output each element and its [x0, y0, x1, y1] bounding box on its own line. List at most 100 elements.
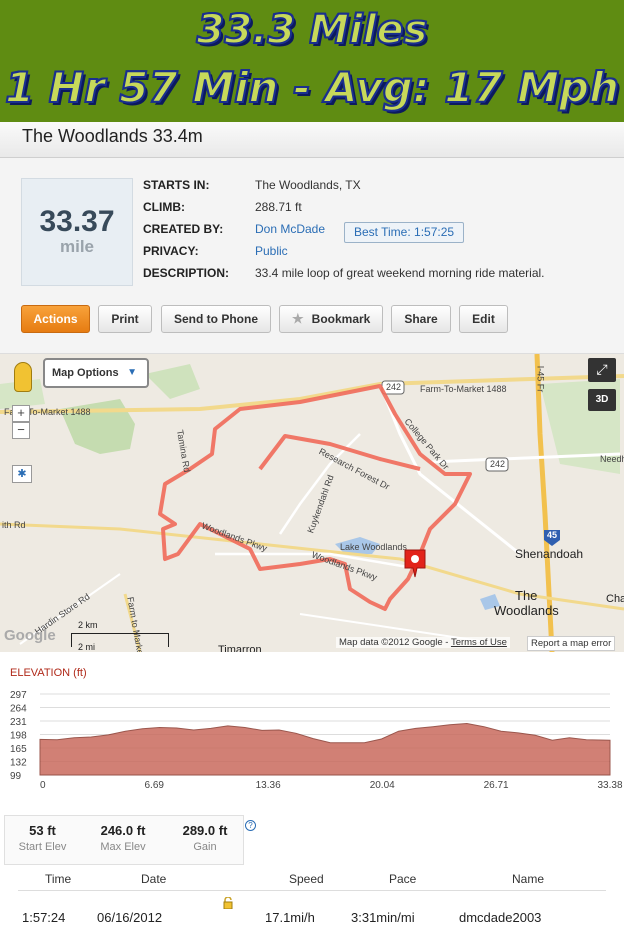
start-elev-value: 53 ft	[29, 823, 56, 838]
row-speed: 17.1mi/h	[265, 910, 315, 925]
row-time: 1:57:24	[22, 910, 66, 925]
interstate-45	[534, 354, 555, 652]
lake	[335, 537, 380, 554]
bookmark-button[interactable]: ★ Bookmark	[279, 305, 383, 333]
privacy-value[interactable]: Public	[255, 244, 288, 258]
elevation-area	[39, 722, 611, 776]
start-elev-label: Start Elev	[18, 841, 67, 853]
privacy-label: PRIVACY:	[143, 244, 199, 258]
y-tick-label: 264	[10, 704, 27, 715]
report-map-error-link[interactable]: Report a map error	[527, 636, 616, 651]
climb-value: 288.71 ft	[255, 200, 302, 214]
fullscreen-icon[interactable]: ⤢	[588, 358, 616, 382]
highway-number: 242	[386, 382, 402, 392]
gain-value: 289.0 ft	[182, 823, 228, 838]
column-header-name: Name	[512, 872, 545, 886]
road	[0, 522, 624, 611]
banner-time-speed: 1 Hr 57 Min - Avg: 17 Mph	[4, 62, 620, 113]
scale-mi: 2 mi	[78, 642, 96, 652]
created-by-link[interactable]: Don McDade	[255, 222, 326, 236]
ride-times-table: Time Date Speed Pace Name 1:57:24 06/16/…	[0, 868, 624, 943]
highway-1488	[0, 374, 624, 414]
title-banner: 33.3 Miles 1 Hr 57 Min - Avg: 17 Mph	[0, 0, 624, 122]
row-name[interactable]: dmcdade2003	[459, 910, 542, 925]
send-to-phone-button[interactable]: Send to Phone	[161, 305, 271, 333]
map-options-label: Map Options	[52, 367, 119, 379]
terms-link[interactable]: Terms of Use	[450, 637, 507, 648]
google-logo: Google	[4, 627, 56, 644]
distance-box: 33.37 mile	[21, 178, 133, 286]
column-header-time: Time	[45, 872, 72, 886]
route-title: The Woodlands 33.4m	[22, 126, 203, 146]
max-elev-stat: 246.0 ft Max Elev	[93, 823, 153, 853]
bookmark-label: Bookmark	[311, 312, 371, 326]
map-options-dropdown[interactable]: Map Options ▼	[43, 358, 149, 388]
city-label: Shenandoah	[515, 547, 584, 561]
chevron-down-icon: ▼	[127, 367, 137, 378]
print-button[interactable]: Print	[98, 305, 152, 333]
help-icon[interactable]: ?	[245, 820, 256, 831]
gain-stat: 289.0 ft Gain	[175, 823, 235, 853]
best-time-badge[interactable]: Best Time: 1:57:25	[344, 222, 465, 243]
city-label: Woodlands	[494, 603, 559, 618]
share-button[interactable]: Share	[391, 305, 451, 333]
route-map[interactable]: Farm-To-Market 1488 Farm-To-Market 1488 …	[0, 354, 624, 652]
city-label: The	[515, 588, 538, 603]
edit-button[interactable]: Edit	[459, 305, 508, 333]
description-value: 33.4 mile loop of great weekend morning …	[255, 266, 545, 280]
starts-in-value: The Woodlands, TX	[255, 178, 361, 192]
y-tick-label: 132	[10, 758, 27, 769]
road	[378, 383, 521, 556]
zoom-in-button[interactable]: +	[12, 405, 30, 422]
scale-km: 2 km	[78, 620, 98, 630]
x-tick-label: 33.38	[597, 780, 622, 791]
interstate-shield	[544, 530, 560, 546]
route-path	[158, 384, 472, 611]
lake	[480, 594, 500, 610]
row-pace: 3:31min/mi	[351, 910, 415, 925]
zoom-out-button[interactable]: −	[12, 422, 30, 439]
street-view-pegman-icon[interactable]	[14, 362, 32, 392]
x-tick-label: 6.69	[145, 780, 165, 791]
x-tick-label: 20.04	[370, 780, 395, 791]
y-tick-label: 99	[10, 771, 22, 782]
climb-label: CLIMB:	[143, 200, 185, 214]
y-tick-label: 198	[10, 731, 27, 742]
elevation-stats: 53 ft Start Elev 246.0 ft Max Elev 289.0…	[4, 815, 244, 865]
row-date: 06/16/2012	[97, 910, 163, 925]
start-marker-icon[interactable]	[403, 548, 427, 578]
y-tick-label: 165	[10, 744, 27, 755]
map-data-text: Map data ©2012 Google	[339, 637, 443, 648]
star-icon: ★	[292, 311, 304, 326]
elevation-chart[interactable]: 297 264 231 198 165 132 99 0 6.69 13.36 20.04 26.7…	[0, 683, 624, 795]
distance-unit: mile	[59, 237, 95, 256]
3d-view-button[interactable]: 3D	[588, 389, 616, 411]
column-header-pace: Pace	[389, 872, 417, 886]
road-label: ith Rd	[2, 520, 26, 530]
start-elev-stat: 53 ft Start Elev	[15, 823, 70, 853]
actions-button[interactable]: Actions	[21, 305, 90, 333]
description-label: DESCRIPTION:	[143, 266, 230, 280]
road-label: Lake Woodlands	[340, 542, 407, 552]
elevation-title-text: ELEVATION	[10, 667, 71, 679]
distance-value: 33.37	[39, 205, 115, 238]
map-attribution: Map data ©2012 Google - Terms of Use	[336, 637, 510, 648]
road-label: Needh	[600, 454, 624, 464]
y-tick-label: 297	[10, 690, 27, 701]
column-header-date: Date	[141, 872, 167, 886]
park-area	[145, 364, 200, 399]
road	[123, 593, 142, 652]
scale-bar	[71, 633, 169, 647]
highway-shield	[485, 457, 509, 472]
road-label: I-45 Fr	[535, 365, 546, 393]
lock-icon	[223, 897, 233, 909]
x-tick-label: 13.36	[256, 780, 281, 791]
x-tick-label: 0	[40, 780, 46, 791]
column-header-speed: Speed	[289, 872, 324, 886]
highway-number: 242	[490, 459, 506, 469]
max-elev-label: Max Elev	[100, 841, 146, 853]
overlay-toggle-icon[interactable]: ✱	[12, 465, 32, 483]
road-label: Farm-To-Market 1488	[4, 407, 91, 417]
city-label: Timarron	[218, 644, 262, 652]
route-header: The Woodlands 33.4m	[0, 122, 624, 158]
